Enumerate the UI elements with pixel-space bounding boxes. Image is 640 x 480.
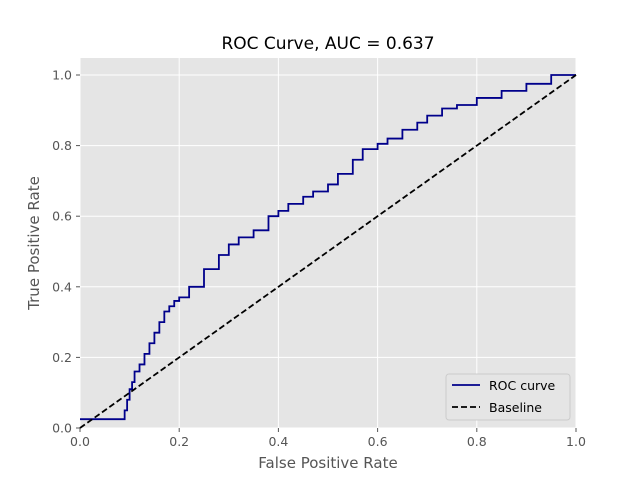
y-tick-label: 0.6 bbox=[52, 209, 72, 224]
legend-label-roc-curve: ROC curve bbox=[489, 378, 556, 393]
y-tick-label: 0.2 bbox=[52, 350, 72, 365]
x-tick-label: 0.8 bbox=[467, 434, 487, 449]
series-line-roc-curve bbox=[80, 74, 576, 421]
grid bbox=[79, 58, 577, 429]
x-tick-label: 0.4 bbox=[268, 434, 288, 449]
x-tick-label: 0.6 bbox=[368, 434, 388, 449]
chart-title: ROC Curve, AUC = 0.637 bbox=[221, 34, 434, 54]
x-tick-label: 0.0 bbox=[70, 434, 90, 449]
x-tick-label: 1.0 bbox=[566, 434, 586, 449]
ticks: 0.0 0.2 0.4 0.6 0.8 1.0 0.0 0.2 0.4 0.6 0.8 1.0 bbox=[52, 68, 586, 450]
series-line-baseline bbox=[79, 74, 577, 429]
x-axis-label: False Positive Rate bbox=[258, 454, 397, 472]
legend: ROC curve Baseline bbox=[445, 373, 571, 421]
y-tick-label: 0.4 bbox=[52, 279, 72, 294]
y-tick-label: 0.0 bbox=[52, 421, 72, 436]
plot-background bbox=[80, 58, 576, 428]
y-tick-label: 0.8 bbox=[52, 138, 72, 153]
series-layer bbox=[79, 74, 577, 429]
x-tick-label: 0.2 bbox=[169, 434, 189, 449]
legend-label-baseline: Baseline bbox=[489, 400, 542, 415]
y-tick-label: 1.0 bbox=[52, 68, 72, 83]
y-axis-label: True Positive Rate bbox=[25, 176, 43, 311]
